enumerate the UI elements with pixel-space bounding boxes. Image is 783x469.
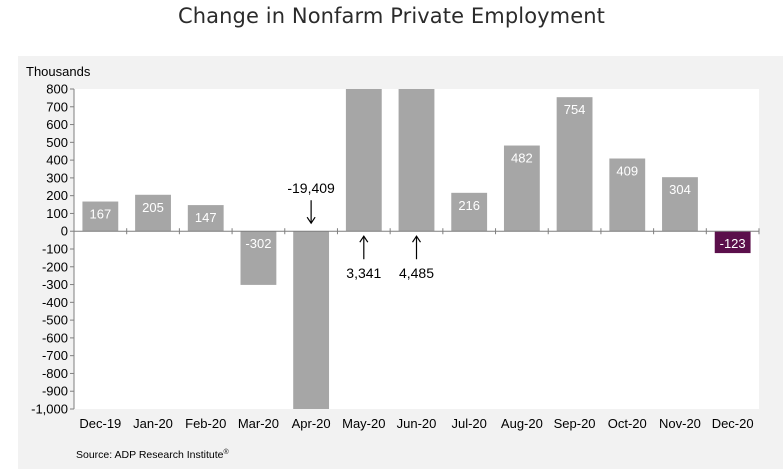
x-tick-label: Dec-20 bbox=[712, 416, 754, 431]
x-tick-label: Apr-20 bbox=[292, 416, 331, 431]
y-tick-label: -400 bbox=[42, 295, 68, 310]
bar bbox=[345, 89, 382, 232]
bar-data-label: 167 bbox=[89, 207, 111, 222]
y-tick-label: -100 bbox=[42, 242, 68, 257]
y-tick-label: 500 bbox=[46, 135, 68, 150]
x-tick-label: Oct-20 bbox=[608, 416, 647, 431]
annotation-arrowhead bbox=[359, 235, 369, 243]
y-tick-label: 400 bbox=[46, 153, 68, 168]
annotation-arrowhead bbox=[412, 235, 421, 243]
bar-data-label: 482 bbox=[511, 151, 533, 166]
bar bbox=[451, 192, 488, 232]
x-tick-label: Aug-20 bbox=[501, 416, 543, 431]
bar bbox=[609, 158, 646, 232]
bar bbox=[240, 231, 277, 285]
x-tick-label: Jul-20 bbox=[451, 416, 486, 431]
chart-marks: 800 700 600 500 400 300 200 100 0 -100 -200 -300 -40… bbox=[31, 82, 760, 431]
y-tick-label: -900 bbox=[42, 384, 68, 399]
y-tick-label: -700 bbox=[42, 348, 68, 363]
annotation-label: 3,341 bbox=[346, 265, 381, 281]
bar bbox=[187, 205, 224, 232]
bar bbox=[293, 231, 330, 409]
y-tick-label: -300 bbox=[42, 277, 68, 292]
source-note: Source: ADP Research Institute® bbox=[76, 448, 229, 461]
annotation-label: 4,485 bbox=[399, 265, 434, 281]
bar bbox=[503, 145, 540, 232]
bar-data-label: 304 bbox=[669, 182, 691, 197]
bar-data-label: -302 bbox=[245, 236, 271, 251]
y-tick-label: -200 bbox=[42, 259, 68, 274]
bar-data-label: 205 bbox=[142, 200, 164, 215]
x-tick-label: Dec-19 bbox=[79, 416, 121, 431]
y-tick-label: 300 bbox=[46, 170, 68, 185]
page-title: Change in Nonfarm Private Employment bbox=[178, 4, 605, 28]
bar-data-label: 409 bbox=[616, 164, 638, 179]
bar-data-label: 147 bbox=[195, 210, 217, 225]
bar bbox=[135, 194, 171, 232]
bar bbox=[662, 177, 698, 232]
annotation-label: -19,409 bbox=[287, 180, 335, 196]
annotation-arrowhead bbox=[306, 216, 316, 225]
bar-data-label: 754 bbox=[564, 102, 586, 117]
y-tick-label: -1,000 bbox=[31, 402, 68, 417]
x-tick-label: Nov-20 bbox=[659, 416, 701, 431]
source-registered-mark: ® bbox=[223, 448, 229, 456]
y-tick-label: -800 bbox=[42, 366, 68, 381]
y-tick-label: 200 bbox=[46, 188, 68, 203]
chart-panel: Thousands 800 700 600 500 400 300 200 100 0 -100 -… bbox=[18, 56, 783, 469]
y-axis-title: Thousands bbox=[26, 64, 91, 79]
y-tick-label: -500 bbox=[42, 313, 68, 328]
y-tick-label: -600 bbox=[42, 330, 68, 345]
x-tick-label: Jan-20 bbox=[133, 416, 173, 431]
y-tick-label: 800 bbox=[46, 82, 68, 97]
y-tick-label: 0 bbox=[61, 224, 68, 239]
bar bbox=[556, 97, 593, 232]
x-tick-label: Jun-20 bbox=[397, 416, 437, 431]
bar-data-label: -123 bbox=[720, 236, 746, 251]
bar bbox=[82, 201, 119, 232]
y-tick-label: 600 bbox=[46, 117, 68, 132]
x-tick-label: Sep-20 bbox=[554, 416, 596, 431]
employment-bar-chart: Thousands 800 700 600 500 400 300 200 100 0 -100 -… bbox=[26, 64, 760, 461]
x-tick-label: May-20 bbox=[342, 416, 385, 431]
y-tick-label: 700 bbox=[46, 99, 68, 114]
bar-data-label: 216 bbox=[458, 198, 480, 213]
bar bbox=[398, 89, 435, 232]
y-tick-label: 100 bbox=[46, 206, 68, 221]
source-text: Source: ADP Research Institute bbox=[76, 449, 224, 461]
x-tick-label: Feb-20 bbox=[185, 416, 226, 431]
bar bbox=[714, 231, 751, 254]
x-tick-label: Mar-20 bbox=[238, 416, 279, 431]
